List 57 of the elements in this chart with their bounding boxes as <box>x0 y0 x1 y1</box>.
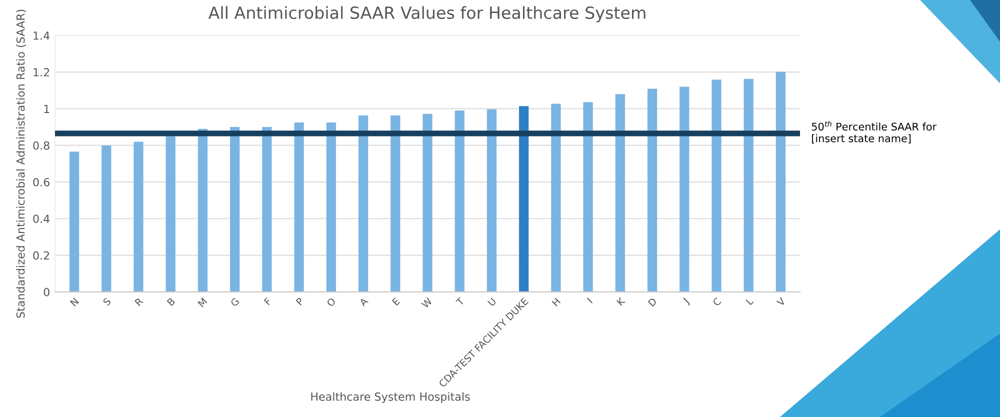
bar <box>712 80 722 292</box>
x-tick-label: U <box>488 298 496 307</box>
bar <box>326 122 336 292</box>
y-tick-label: 0.6 <box>33 178 50 186</box>
x-tick-label: M <box>198 298 208 308</box>
bar <box>69 152 80 292</box>
chart-title: All Antimicrobial SAAR Values for Healthcare System <box>208 6 646 22</box>
x-tick-label: A <box>358 297 368 307</box>
bar <box>422 114 432 292</box>
ref-line-label: 50$^{th}$ Percentile SAAR for [insert state name] <box>812 120 937 144</box>
bar <box>358 115 368 292</box>
bar <box>454 110 464 292</box>
x-tick-label: P <box>296 297 304 306</box>
x-tick-label: F <box>264 297 272 306</box>
y-tick-label: 1 <box>44 104 50 113</box>
x-tick-label: J <box>682 298 690 306</box>
x-tick-label: C <box>712 297 722 306</box>
y-tick-label: 0.4 <box>33 214 50 224</box>
x-tick-label: W <box>421 297 432 309</box>
x-tick-label: I <box>586 298 593 304</box>
x-tick-label: H <box>552 298 560 306</box>
bar <box>486 109 497 292</box>
bar <box>583 102 593 292</box>
bar <box>262 127 272 292</box>
y-axis-title: Standardized Antimicrobial Administration Ratio (SAAR) <box>16 10 26 318</box>
y-tick-label: 0.2 <box>33 251 50 260</box>
x-tick-label: R <box>134 297 144 306</box>
x-tick-label: K <box>616 296 626 306</box>
x-tick-label: N <box>70 298 79 306</box>
x-tick-label: D <box>648 297 658 307</box>
bar <box>776 72 786 292</box>
bar <box>102 145 112 292</box>
bar <box>551 104 561 292</box>
bar <box>390 115 400 292</box>
y-tick-label: 1.2 <box>34 68 50 76</box>
bar <box>615 94 625 292</box>
x-tick-label: G <box>230 297 240 308</box>
bar <box>134 142 144 292</box>
x-axis-title: Healthcare System Hospitals <box>311 392 470 403</box>
y-tick-label: 0.8 <box>33 141 50 150</box>
bar <box>294 122 304 292</box>
bar <box>744 78 754 292</box>
bar <box>519 106 529 292</box>
x-tick-label: T <box>456 296 465 306</box>
x-tick-label: E <box>392 297 400 306</box>
bar <box>198 128 208 292</box>
x-tick-label: B <box>166 297 176 306</box>
bar <box>166 136 176 292</box>
x-tick-label: V <box>776 297 786 307</box>
bar <box>680 86 690 292</box>
y-tick-label: 1.4 <box>34 32 50 40</box>
x-tick-label: O <box>326 297 336 308</box>
bar <box>647 88 658 292</box>
x-tick-label: S <box>102 297 112 306</box>
bar <box>230 127 240 292</box>
y-tick-label: 0 <box>44 288 50 296</box>
x-tick-label: L <box>746 297 754 306</box>
